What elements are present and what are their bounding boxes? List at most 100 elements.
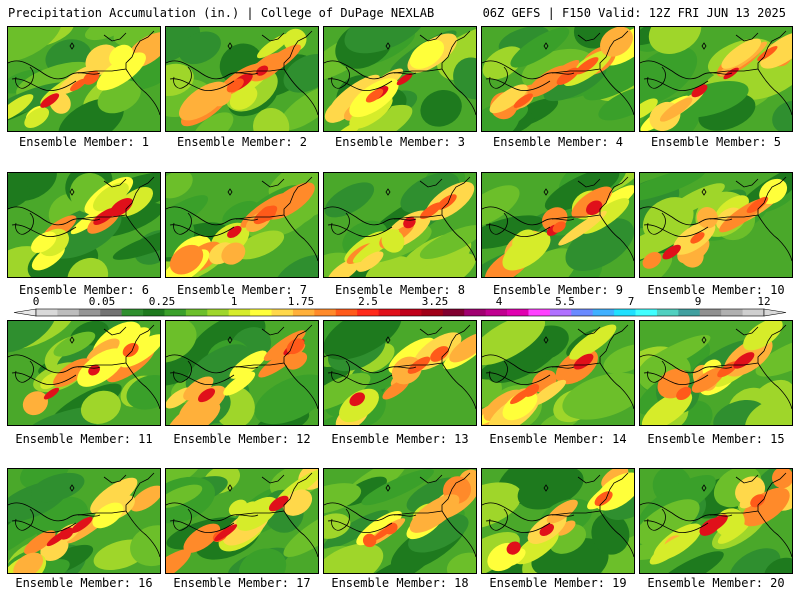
precipitation-map	[482, 321, 634, 425]
colorbar-tick-label: 3.25	[421, 295, 449, 308]
colorbar-swatch	[442, 309, 465, 316]
precipitation-map	[482, 469, 634, 573]
ensemble-member-label: Ensemble Member: 5	[650, 135, 782, 149]
precipitation-map	[482, 27, 634, 131]
colorbar-swatch	[699, 309, 722, 316]
ensemble-map-panel	[481, 468, 635, 574]
ensemble-member-label: Ensemble Member: 11	[15, 432, 153, 446]
ensemble-map-panel	[481, 26, 635, 132]
colorbar-swatch	[36, 309, 58, 316]
colorbar-swatch	[207, 309, 230, 316]
ensemble-member-label: Ensemble Member: 19	[489, 576, 627, 590]
colorbar-swatch	[400, 309, 422, 316]
colorbar-swatch	[742, 309, 765, 316]
colorbar-swatch	[528, 309, 551, 316]
colorbar-swatch	[721, 309, 743, 316]
colorbar-swatch	[464, 309, 487, 316]
colorbar-swatch	[292, 309, 315, 316]
precipitation-map	[324, 469, 476, 573]
colorbar-tick-label: 0	[32, 295, 40, 308]
colorbar-swatch	[250, 309, 272, 316]
header-run-info: 06Z GEFS | F150 Valid: 12Z FRI JUN 13 20…	[482, 6, 786, 20]
ensemble-member-label: Ensemble Member: 7	[176, 283, 308, 297]
colorbar-swatch	[549, 309, 572, 316]
precipitation-map	[482, 173, 634, 277]
ensemble-member-label: Ensemble Member: 18	[331, 576, 469, 590]
ensemble-map-panel	[165, 172, 319, 278]
colorbar-tick-label: 4	[495, 295, 503, 308]
colorbar-swatch	[378, 309, 401, 316]
colorbar-swatch	[635, 309, 658, 316]
precipitation-map	[166, 321, 318, 425]
colorbar-swatch	[57, 309, 80, 316]
precipitation-map	[166, 469, 318, 573]
precipitation-colorbar	[0, 296, 800, 320]
ensemble-member-label: Ensemble Member: 16	[15, 576, 153, 590]
colorbar-swatch	[357, 309, 379, 316]
ensemble-member-label: Ensemble Member: 15	[647, 432, 785, 446]
colorbar-swatch	[185, 309, 208, 316]
colorbar-tick-label: 9	[694, 295, 702, 308]
ensemble-member-label: Ensemble Member: 6	[18, 283, 150, 297]
ensemble-map-panel	[323, 26, 477, 132]
precipitation-map	[640, 469, 792, 573]
ensemble-map-panel	[323, 468, 477, 574]
colorbar-swatch	[228, 309, 251, 316]
precipitation-map	[166, 27, 318, 131]
precipitation-map	[324, 27, 476, 131]
colorbar-swatch	[592, 309, 615, 316]
colorbar-tick-label: 0.25	[148, 295, 176, 308]
colorbar-tick-label: 1	[230, 295, 238, 308]
colorbar-swatch	[143, 309, 165, 316]
colorbar-swatch	[164, 309, 187, 316]
precipitation-map	[640, 321, 792, 425]
precipitation-map	[8, 321, 160, 425]
ensemble-map-panel	[7, 26, 161, 132]
header-title: Precipitation Accumulation (in.) | Colle…	[8, 6, 435, 20]
precipitation-map	[640, 27, 792, 131]
ensemble-map-panel	[165, 26, 319, 132]
precipitation-map	[166, 173, 318, 277]
ensemble-member-label: Ensemble Member: 14	[489, 432, 627, 446]
ensemble-map-panel	[481, 172, 635, 278]
ensemble-map-panel	[481, 320, 635, 426]
ensemble-member-label: Ensemble Member: 8	[334, 283, 466, 297]
ensemble-member-label: Ensemble Member: 20	[647, 576, 785, 590]
ensemble-member-label: Ensemble Member: 4	[492, 135, 624, 149]
ensemble-map-panel	[323, 172, 477, 278]
colorbar-tick-label: 2.5	[358, 295, 378, 308]
colorbar-right-arrow	[763, 308, 787, 317]
colorbar-tick-label: 5.5	[555, 295, 575, 308]
colorbar-swatch	[121, 309, 144, 316]
precipitation-map	[8, 469, 160, 573]
ensemble-map-panel	[7, 172, 161, 278]
ensemble-map-panel	[323, 320, 477, 426]
ensemble-map-panel	[165, 468, 319, 574]
ensemble-map-panel	[165, 320, 319, 426]
colorbar-swatch	[314, 309, 337, 316]
colorbar-swatch	[335, 309, 358, 316]
colorbar-tick-label: 1.75	[287, 295, 315, 308]
ensemble-member-label: Ensemble Member: 10	[647, 283, 785, 297]
colorbar-swatch	[571, 309, 594, 316]
ensemble-member-label: Ensemble Member: 9	[492, 283, 624, 297]
colorbar-swatch	[78, 309, 101, 316]
colorbar-swatch	[678, 309, 701, 316]
ensemble-member-label: Ensemble Member: 2	[176, 135, 308, 149]
colorbar-left-arrow	[13, 308, 37, 317]
colorbar-swatch	[100, 309, 123, 316]
ensemble-map-panel	[639, 320, 793, 426]
ensemble-member-label: Ensemble Member: 13	[331, 432, 469, 446]
colorbar-tick-label: 7	[627, 295, 635, 308]
colorbar-swatch	[271, 309, 294, 316]
ensemble-map-panel	[639, 172, 793, 278]
colorbar-swatch	[656, 309, 679, 316]
ensemble-member-label: Ensemble Member: 12	[173, 432, 311, 446]
ensemble-map-panel	[639, 468, 793, 574]
ensemble-map-panel	[7, 468, 161, 574]
ensemble-map-panel	[639, 26, 793, 132]
ensemble-member-label: Ensemble Member: 3	[334, 135, 466, 149]
colorbar-swatch	[485, 309, 508, 316]
ensemble-map-panel	[7, 320, 161, 426]
